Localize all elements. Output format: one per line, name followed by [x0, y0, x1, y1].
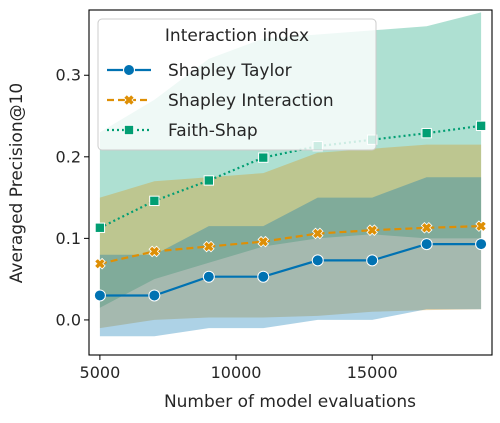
- series-line-2: [99, 124, 482, 229]
- data-point-1-0: [94, 257, 106, 270]
- plot-frame: [88, 9, 493, 356]
- x-tick-label-0: 5000: [80, 363, 121, 382]
- data-point-1-2: [203, 240, 215, 253]
- legend-marker-2: [123, 124, 135, 136]
- data-point-1-7: [475, 220, 487, 232]
- y-tick-label-2: 0.2: [56, 147, 81, 166]
- data-point-2-2: [203, 175, 214, 186]
- x-tick-label-2: 15000: [347, 363, 398, 382]
- y-tick-label-0: 0.0: [56, 310, 81, 329]
- data-point-0-6: [420, 238, 433, 251]
- series-line-0: [99, 243, 482, 297]
- legend: Interaction index Shapley Taylor Shapley I…: [97, 18, 377, 151]
- data-point-1-3: [257, 235, 270, 248]
- data-point-0-3: [257, 270, 270, 283]
- y-axis-label: Averaged Precision@10: [7, 83, 27, 284]
- legend-title: Interaction index: [165, 26, 309, 46]
- series-line-1: [99, 225, 482, 265]
- data-point-1-5: [366, 224, 378, 237]
- legend-label-0: Shapley Taylor: [168, 61, 292, 81]
- series-markers: [93, 120, 488, 302]
- data-point-0-5: [366, 254, 379, 267]
- data-point-0-4: [311, 254, 324, 267]
- data-point-0-1: [148, 289, 161, 302]
- data-point-0-0: [93, 289, 106, 302]
- legend-box: [97, 18, 377, 151]
- data-point-1-6: [420, 221, 433, 234]
- data-point-2-3: [258, 152, 269, 163]
- y-tick-label-3: 0.3: [56, 66, 81, 85]
- series-lines: [99, 124, 482, 297]
- legend-marker-1: [123, 94, 135, 106]
- band-0: [99, 177, 482, 337]
- data-point-1-1: [148, 245, 161, 258]
- x-tick-label-1: 10000: [211, 363, 262, 382]
- data-point-0-2: [202, 270, 215, 283]
- data-point-2-6: [421, 127, 432, 139]
- data-point-2-0: [94, 222, 106, 233]
- x-axis-label: Number of model evaluations: [164, 392, 416, 412]
- legend-marker-0: [123, 64, 135, 76]
- data-point-1-4: [311, 227, 324, 240]
- legend-label-2: Faith-Shap: [168, 121, 258, 141]
- legend-label-1: Shapley Interaction: [168, 91, 334, 111]
- y-tick-label-1: 0.1: [56, 229, 81, 248]
- x-axis-ticks: 5000 10000 15000: [80, 355, 398, 382]
- data-point-2-7: [475, 120, 487, 131]
- data-point-2-1: [149, 195, 160, 207]
- y-axis-ticks: 0.0 0.1 0.2 0.3: [56, 66, 89, 329]
- data-point-0-7: [475, 238, 488, 251]
